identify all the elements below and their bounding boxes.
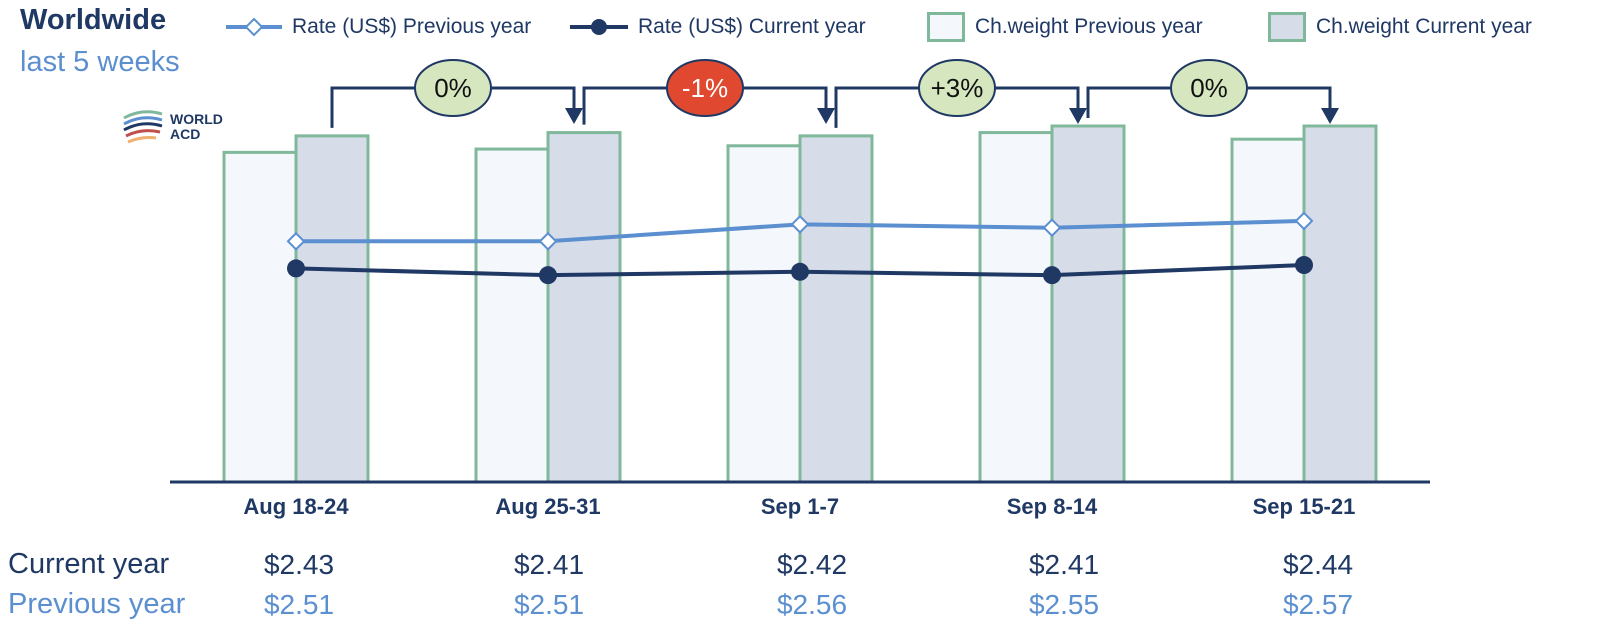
point-rate-current (1043, 266, 1061, 285)
current-rate-value: $2.42 (776, 549, 848, 580)
bar-weight-current (546, 131, 622, 484)
change-badge-label: -1% (682, 73, 728, 103)
legend-label: Rate (US$) Current year (638, 15, 866, 38)
point-rate-previous (538, 231, 558, 251)
point-rate-current (539, 266, 557, 285)
x-tick-label: Aug 18-24 (243, 494, 349, 519)
light-bar-icon (927, 12, 965, 42)
bar-weight-current (294, 134, 370, 484)
point-rate-previous (1294, 211, 1314, 231)
logo-line1: WORLD (170, 111, 223, 127)
change-badge (414, 59, 492, 117)
filled-circle-line-icon (570, 19, 628, 35)
bar-weight-current (1050, 124, 1126, 484)
x-tick-label: Sep 1-7 (761, 494, 839, 519)
current-rate-value: $2.44 (1282, 549, 1354, 580)
previous-rate-value: $2.55 (1028, 589, 1100, 620)
legend-label: Ch.weight Current year (1316, 15, 1532, 38)
change-arrow-head (1321, 108, 1339, 124)
current-year-label: Current year (8, 548, 170, 580)
point-rate-current (287, 259, 305, 278)
world-acd-logo-icon (123, 110, 163, 144)
change-arrow-head (565, 108, 583, 124)
change-arrow-head (817, 108, 835, 124)
chart-title: Worldwide (20, 4, 167, 36)
previous-rate-value: $2.51 (513, 589, 585, 620)
bar-weight-previous (474, 147, 550, 484)
bar-weight-current (798, 134, 874, 484)
legend-rate-previous: Rate (US$) Previous year (226, 12, 531, 42)
point-rate-previous (790, 214, 810, 234)
change-badge-label: 0% (1190, 73, 1228, 103)
bar-weight-previous (1230, 137, 1306, 484)
bar-weight-previous (222, 150, 298, 484)
legend-rate-current: Rate (US$) Current year (570, 12, 866, 42)
change-badge (918, 59, 996, 117)
current-rate-value: $2.41 (513, 549, 585, 580)
logo-text: WORLD ACD (170, 112, 223, 142)
bar-weight-previous (978, 131, 1054, 484)
x-tick-label: Sep 15-21 (1253, 494, 1356, 519)
previous-rate-value: $2.51 (263, 589, 335, 620)
x-tick-label: Aug 25-31 (495, 494, 600, 519)
logo-line2: ACD (170, 126, 201, 142)
point-rate-current (791, 262, 809, 281)
change-badge (1170, 59, 1248, 117)
bar-weight-current (1302, 124, 1378, 484)
legend-weight-current: Ch.weight Current year (1268, 12, 1532, 42)
previous-year-label: Previous year (8, 588, 186, 620)
previous-rate-value: $2.57 (1282, 589, 1354, 620)
current-rate-value: $2.43 (263, 549, 335, 580)
change-badge (666, 59, 744, 117)
legend-label: Ch.weight Previous year (975, 15, 1203, 38)
open-diamond-line-icon (226, 17, 282, 37)
bar-weight-previous (726, 144, 802, 484)
change-badge-label: +3% (931, 73, 984, 103)
current-rate-value: $2.41 (1028, 549, 1100, 580)
point-rate-current (1295, 256, 1313, 275)
legend-label: Rate (US$) Previous year (292, 15, 532, 38)
point-rate-previous (1042, 218, 1062, 238)
legend-weight-previous: Ch.weight Previous year (927, 12, 1203, 42)
change-badge-label: 0% (434, 73, 472, 103)
chart-subtitle: last 5 weeks (20, 46, 180, 78)
point-rate-previous (286, 231, 306, 251)
change-arrow-head (1069, 108, 1087, 124)
x-tick-label: Sep 8-14 (1007, 494, 1098, 519)
shaded-bar-icon (1268, 12, 1306, 42)
previous-rate-value: $2.56 (776, 589, 848, 620)
